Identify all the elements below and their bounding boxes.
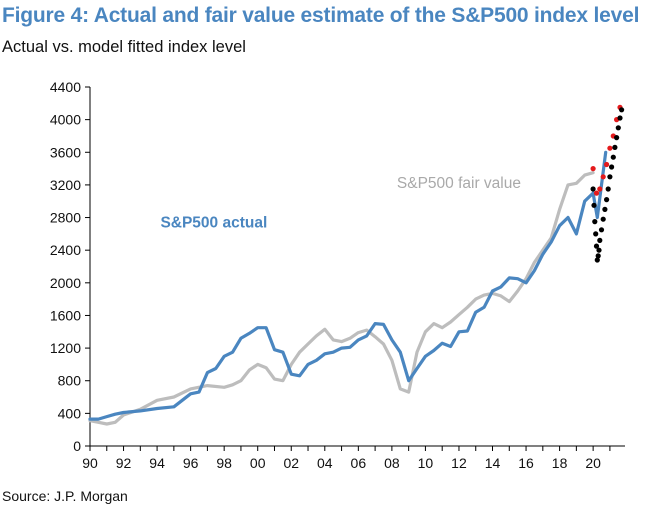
chart-title: Figure 4: Actual and fair value estimate…	[2, 4, 640, 27]
x-tick-label: 20	[585, 455, 601, 471]
series-line-actual	[88, 150, 608, 421]
series-label-actual: S&P500 actual	[160, 214, 267, 231]
projection-dot-black	[592, 219, 598, 225]
projection-dot-black	[596, 247, 602, 253]
x-tick-label: 18	[552, 455, 568, 471]
y-tick-label: 2800	[50, 210, 81, 226]
x-tick-label: 06	[351, 455, 367, 471]
axes: 0400800120016002000240028003200360040004…	[50, 79, 625, 471]
projection-dot-black	[605, 186, 611, 192]
y-tick-label: 1600	[50, 307, 81, 323]
x-tick-label: 98	[216, 455, 232, 471]
projection-dot-black	[590, 186, 596, 192]
projection-dot-red	[597, 186, 603, 192]
y-tick-label: 4000	[50, 112, 81, 128]
projection-dot-black	[598, 227, 605, 233]
projection-dot-black	[595, 253, 601, 259]
y-tick-label: 1200	[50, 340, 81, 356]
y-tick-label: 3200	[50, 177, 81, 193]
chart-subtitle: Actual vs. model fitted index level	[2, 38, 246, 56]
x-tick-label: 00	[250, 455, 266, 471]
projection-dot-black	[604, 197, 610, 203]
x-tick-label: 14	[485, 455, 501, 471]
projection-dot-black	[617, 115, 623, 121]
projection-dot-black	[591, 202, 597, 208]
y-tick-label: 4400	[50, 79, 81, 95]
projection-dot-red	[604, 161, 610, 168]
y-tick-label: 2400	[50, 242, 81, 258]
projection-dot-black	[612, 144, 618, 150]
y-tick-label: 800	[58, 373, 82, 389]
x-tick-label: 08	[384, 455, 400, 471]
x-tick-label: 94	[149, 455, 165, 471]
projection-dot-black	[602, 206, 608, 212]
series-label-fair-value: S&P500 fair value	[397, 175, 521, 192]
projection-dot-black	[610, 154, 616, 160]
series-group	[88, 104, 625, 426]
projection-dot-black	[614, 135, 620, 141]
y-tick-label: 400	[58, 405, 82, 421]
x-tick-label: 10	[418, 455, 434, 471]
projection-dot-black	[597, 237, 603, 243]
projection-dot-black	[607, 174, 613, 180]
projection-dot-red	[593, 190, 600, 196]
x-tick-label: 92	[116, 455, 132, 471]
x-tick-label: 96	[183, 455, 199, 471]
projection-dot-red	[600, 174, 606, 180]
projection-dot-red	[607, 145, 613, 151]
x-tick-label: 04	[317, 455, 333, 471]
projection-dot-black	[600, 216, 606, 222]
source-note: Source: J.P. Morgan	[2, 488, 128, 504]
projection-dot-black	[619, 107, 625, 113]
projection-dot-black	[594, 257, 600, 263]
x-tick-label: 12	[451, 455, 467, 471]
projection-dot-black	[593, 243, 600, 249]
x-tick-label: 90	[82, 455, 98, 471]
y-tick-label: 0	[73, 438, 81, 454]
annotations-group: S&P500 actual S&P500 fair value	[160, 175, 521, 231]
y-tick-label: 2000	[50, 275, 81, 291]
projection-dot-black	[609, 164, 615, 170]
y-tick-label: 3600	[50, 144, 81, 160]
x-tick-label: 02	[283, 455, 299, 471]
series-line-fair-value	[88, 171, 595, 426]
projection-dot-red	[590, 166, 596, 172]
projection-dot-black	[615, 125, 621, 131]
x-tick-label: 16	[518, 455, 534, 471]
projection-dot-black	[593, 231, 599, 237]
